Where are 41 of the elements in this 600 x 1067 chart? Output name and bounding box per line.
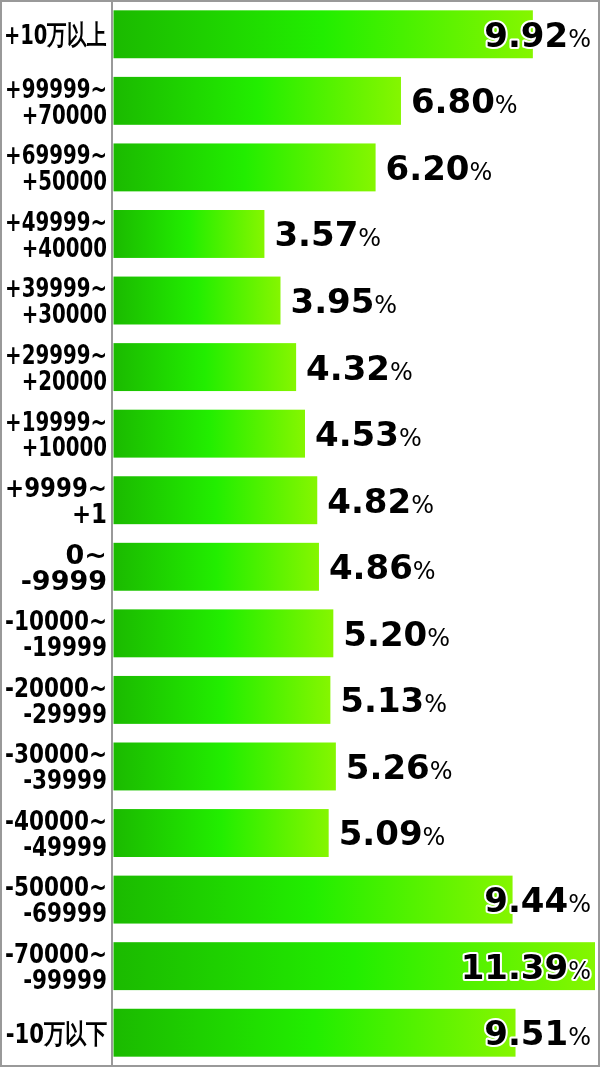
data-label: 5.13% — [340, 680, 448, 721]
y-tick-label: +29999~ +20000 — [5, 338, 107, 397]
bar — [113, 143, 376, 192]
data-label: 6.80% — [410, 81, 518, 122]
y-tick-label: -40000~ -49999 — [5, 804, 107, 863]
bar — [113, 343, 297, 392]
data-label: 5.26% — [345, 746, 453, 787]
y-tick-label: +10万以上 — [3, 18, 107, 52]
bar — [113, 542, 319, 591]
y-tick-label: -30000~ -39999 — [5, 737, 107, 796]
y-tick-label: +39999~ +30000 — [5, 272, 107, 331]
bar — [113, 742, 336, 791]
bar — [113, 409, 305, 458]
data-label: 4.82% — [327, 480, 434, 521]
y-tick-label: +69999~ +50000 — [5, 139, 107, 198]
bar — [113, 675, 331, 724]
y-tick-label: -20000~ -29999 — [5, 671, 107, 730]
data-label: 3.95% — [290, 280, 398, 321]
y-tick-label: -10000~ -19999 — [5, 604, 107, 663]
y-tick-label: +99999~ +70000 — [5, 72, 107, 131]
y-tick-label: -50000~ -69999 — [5, 871, 107, 930]
data-label: 5.20% — [343, 613, 451, 654]
bar — [113, 609, 334, 658]
y-tick-label: +19999~ +10000 — [5, 405, 107, 464]
data-label: 5.09% — [338, 813, 446, 854]
bar — [113, 276, 281, 325]
data-label: 11.39% — [460, 946, 591, 987]
y-tick-label: +9999~ +1 — [5, 472, 107, 530]
data-label: 6.20% — [385, 147, 493, 188]
y-tick-label: 0~ -9999 — [20, 538, 107, 596]
bar — [113, 76, 401, 125]
bar — [113, 809, 329, 857]
data-label: 4.86% — [328, 547, 436, 588]
y-tick-label: +49999~ +40000 — [5, 205, 107, 264]
y-tick-label: -70000~ -99999 — [5, 937, 107, 996]
data-label: 4.53% — [315, 414, 422, 455]
y-tick-label: -10万以下 — [5, 1017, 107, 1050]
bar — [113, 476, 318, 525]
bar — [113, 210, 265, 258]
data-label: 4.32% — [306, 347, 413, 388]
data-label: 3.57% — [274, 214, 382, 255]
